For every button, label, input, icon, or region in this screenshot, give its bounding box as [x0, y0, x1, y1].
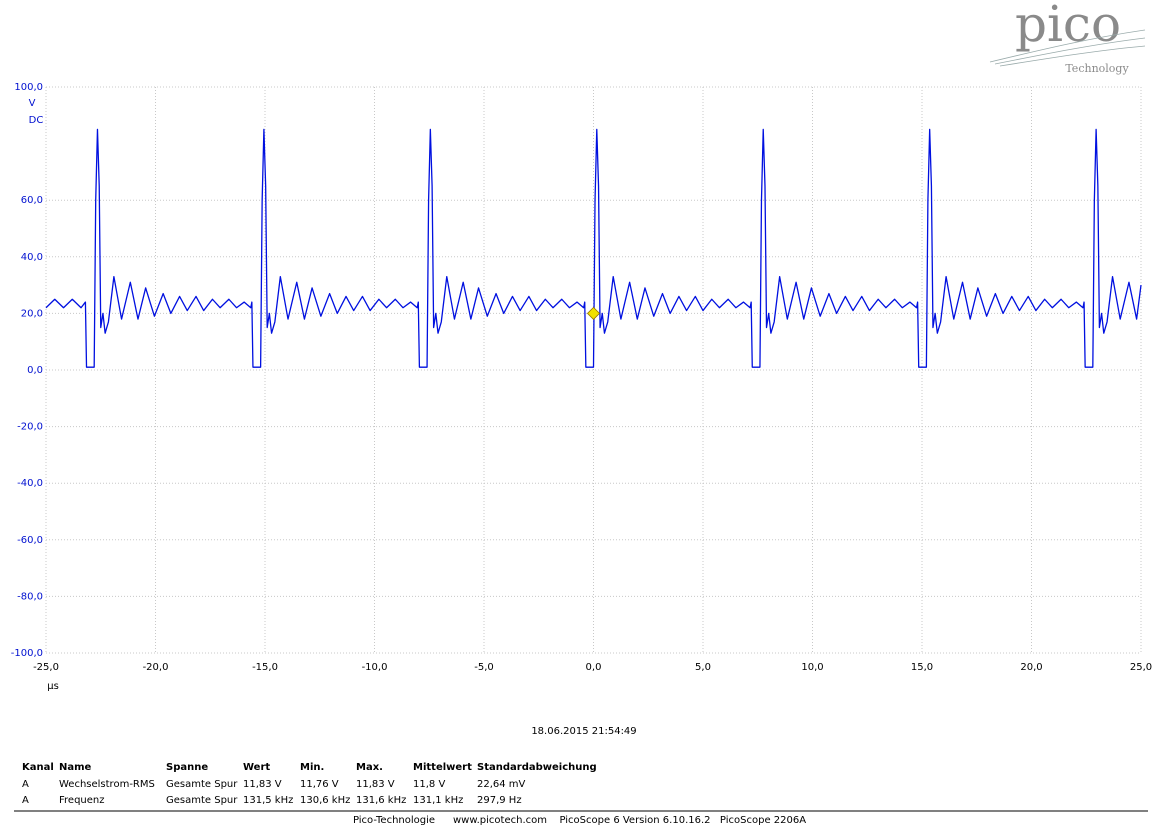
x-tick-label: -15,0	[252, 662, 278, 673]
x-tick-label: 25,0	[1130, 662, 1152, 673]
x-tick-label: 5,0	[695, 662, 711, 673]
table-cell: Gesamte Spur	[166, 779, 238, 790]
table-header: Name	[59, 762, 92, 773]
table-header: Min.	[300, 762, 324, 773]
logo-tagline: Technology	[1065, 62, 1129, 75]
table-header: Spanne	[166, 762, 208, 773]
y-tick-label: -40,0	[17, 478, 43, 489]
timestamp: 18.06.2015 21:54:49	[531, 726, 636, 737]
table-header: Kanal	[22, 762, 54, 773]
table-cell: 11,76 V	[300, 779, 339, 790]
y-tick-label: 0,0	[27, 365, 43, 376]
y-tick-label: 100,0	[14, 82, 43, 93]
table-cell: 130,6 kHz	[300, 795, 350, 806]
table-cell: Frequenz	[59, 795, 105, 806]
logo: pico Technology	[989, 0, 1146, 75]
table-cell: Gesamte Spur	[166, 795, 238, 806]
trace	[45, 128, 1142, 368]
table-cell: 131,5 kHz	[243, 795, 293, 806]
table-header: Max.	[356, 762, 383, 773]
table-cell: A	[22, 795, 29, 806]
table-cell: 11,8 V	[413, 779, 445, 790]
x-tick-label: -5,0	[474, 662, 494, 673]
x-tick-label: 0,0	[586, 662, 602, 673]
table-header: Standardabweichung	[477, 762, 597, 773]
footer-item: PicoScope 6 Version 6.10.16.2	[559, 815, 710, 826]
x-tick-label: -25,0	[33, 662, 59, 673]
table-cell: 131,1 kHz	[413, 795, 463, 806]
table-cell: A	[22, 779, 29, 790]
table-header: Mittelwert	[413, 762, 472, 773]
y-unit: V	[29, 98, 36, 109]
x-tick-label: 15,0	[911, 662, 933, 673]
table-header: Wert	[243, 762, 270, 773]
table-cell: Wechselstrom-RMS	[59, 779, 155, 790]
y-tick-label: 40,0	[21, 252, 43, 263]
table-cell: 297,9 Hz	[477, 795, 522, 806]
x-tick-label: -20,0	[143, 662, 169, 673]
footer-item: Pico-Technologie	[353, 815, 435, 826]
x-unit: µs	[47, 681, 59, 692]
y-tick-label: -20,0	[17, 422, 43, 433]
y-tick-label: 60,0	[21, 195, 43, 206]
x-tick-label: 20,0	[1020, 662, 1042, 673]
x-tick-label: -10,0	[362, 662, 388, 673]
y-tick-label: -60,0	[17, 535, 43, 546]
y-tick-label: -100,0	[11, 648, 43, 659]
x-tick-label: 10,0	[801, 662, 823, 673]
footer-item: www.picotech.com	[453, 815, 547, 826]
table-cell: 131,6 kHz	[356, 795, 406, 806]
y-tick-label: -80,0	[17, 591, 43, 602]
y-tick-label: 20,0	[21, 308, 43, 319]
table-cell: 11,83 V	[243, 779, 282, 790]
trigger-marker	[586, 306, 601, 320]
coupling: DC	[29, 115, 44, 126]
logo-name: pico	[1015, 0, 1121, 53]
table-cell: 22,64 mV	[477, 779, 526, 790]
logo-swoosh	[989, 29, 1146, 67]
footer-item: PicoScope 2206A	[720, 815, 806, 826]
table-cell: 11,83 V	[356, 779, 395, 790]
